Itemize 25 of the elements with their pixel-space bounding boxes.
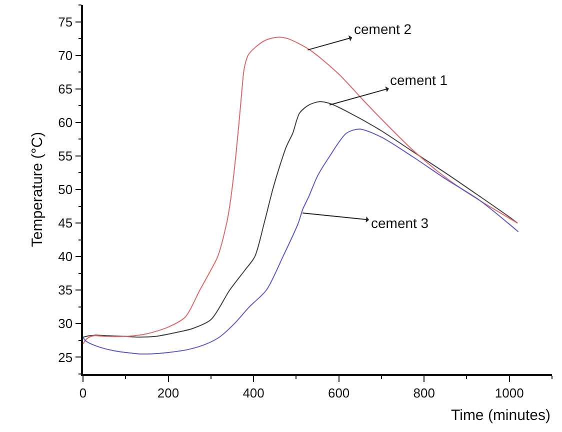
y-tick-label: 65 — [58, 81, 73, 96]
annotation: cement 2 — [354, 21, 412, 37]
line-series — [83, 36, 518, 344]
y-tick-label: 45 — [58, 216, 73, 231]
x-tick-label: 400 — [242, 385, 264, 400]
y-tick-label: 75 — [58, 14, 73, 30]
x-tick-label: 200 — [157, 385, 180, 400]
x-tick-label: 0 — [79, 385, 87, 400]
y-tick-label: 55 — [58, 148, 73, 164]
line-series — [83, 101, 518, 338]
y-tick-label: 25 — [58, 350, 73, 365]
line-series — [83, 128, 519, 354]
y-tick-label: 30 — [58, 316, 73, 332]
y-axis-title: Temperature (°C) — [28, 132, 46, 248]
y-tick-label: 35 — [58, 282, 73, 298]
y-tick-label: 40 — [58, 249, 73, 264]
y-tick-label: 50 — [58, 182, 73, 198]
annotation: cement 3 — [371, 215, 429, 231]
x-tick-label: 1000 — [494, 385, 524, 400]
annotation: cement 1 — [390, 72, 448, 88]
x-axis-title: Time (minutes) — [451, 407, 550, 424]
y-tick-label: 70 — [58, 48, 73, 63]
y-tick-label: 60 — [58, 114, 73, 130]
x-tick-label: 800 — [413, 385, 435, 400]
x-tick-label: 600 — [328, 385, 350, 400]
